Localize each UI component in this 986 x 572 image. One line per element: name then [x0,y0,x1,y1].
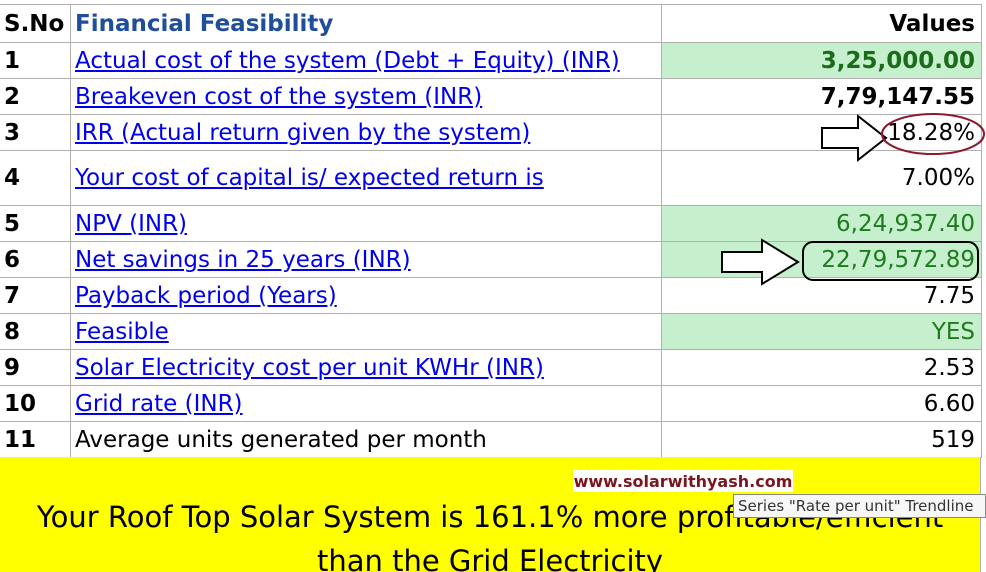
metric-link[interactable]: Grid rate (INR) [71,386,662,422]
header-cell: Values [662,4,982,43]
hyperlink[interactable]: IRR (Actual return given by the system) [75,119,531,146]
metric-link[interactable]: IRR (Actual return given by the system) [71,115,662,151]
hyperlink[interactable]: NPV (INR) [75,210,188,237]
metric-link[interactable]: Net savings in 25 years (INR) [71,242,662,278]
row-number: 5 [0,206,71,242]
metric-value: 7,79,147.55 [662,79,982,115]
row-number: 11 [0,422,71,458]
row-number: 8 [0,314,71,350]
metric-link[interactable]: Payback period (Years) [71,278,662,314]
hyperlink[interactable]: Grid rate (INR) [75,390,243,417]
row-number: 7 [0,278,71,314]
row-number: 10 [0,386,71,422]
header-cell: S.No [0,4,71,43]
hyperlink[interactable]: Solar Electricity cost per unit KWHr (IN… [75,354,544,381]
metric-value: 519 [662,422,982,458]
metric-value: 7.00% [662,151,982,206]
row-number: 3 [0,115,71,151]
row-number: 1 [0,43,71,79]
hyperlink[interactable]: Actual cost of the system (Debt + Equity… [75,47,620,74]
hyperlink[interactable]: Feasible [75,318,169,345]
metric-label: Average units generated per month [71,422,662,458]
metric-link[interactable]: Breakeven cost of the system (INR) [71,79,662,115]
hyperlink[interactable]: Breakeven cost of the system (INR) [75,83,483,110]
header-cell: Financial Feasibility [71,4,662,43]
row-number: 9 [0,350,71,386]
metric-value: 2.53 [662,350,982,386]
hyperlink[interactable]: Your cost of capital is/ expected return… [75,165,544,191]
metric-value: 22,79,572.89 [662,242,982,278]
metric-value: 6,24,937.40 [662,206,982,242]
metric-link[interactable]: Feasible [71,314,662,350]
metric-link[interactable]: Your cost of capital is/ expected return… [71,151,662,206]
row-number: 6 [0,242,71,278]
metric-link[interactable]: Solar Electricity cost per unit KWHr (IN… [71,350,662,386]
metric-value: 6.60 [662,386,982,422]
tooltip: Series "Rate per unit" Trendline [733,494,986,518]
row-number: 4 [0,151,71,206]
hyperlink[interactable]: Payback period (Years) [75,282,337,309]
hyperlink[interactable]: Net savings in 25 years (INR) [75,246,411,273]
metric-value: 3,25,000.00 [662,43,982,79]
watermark: www.solarwithyash.com [573,470,793,492]
metric-value: YES [662,314,982,350]
metric-value: 7.75 [662,278,982,314]
metric-value: 18.28% [662,115,982,151]
metric-link[interactable]: Actual cost of the system (Debt + Equity… [71,43,662,79]
row-number: 2 [0,79,71,115]
metric-link[interactable]: NPV (INR) [71,206,662,242]
